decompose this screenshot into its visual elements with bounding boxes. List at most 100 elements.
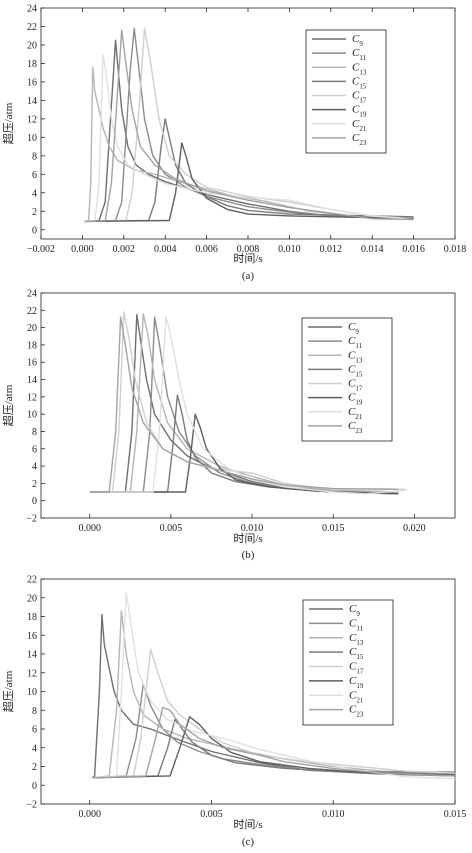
y-tick-label: 14 [27,650,37,661]
y-axis-title: 超压/atm [1,102,15,144]
x-tick-label: 0.008 [237,244,260,255]
y-tick-label: 20 [27,593,37,604]
x-tick-label: 0.014 [361,244,384,255]
x-tick-label: 0.002 [113,244,136,255]
y-tick-label: 0 [32,781,37,792]
panel-label: (c) [242,836,255,848]
y-tick-label: 16 [27,77,37,88]
y-tick-label: 4 [32,462,37,473]
y-tick-label: 4 [32,188,37,199]
y-tick-label: 8 [32,151,37,162]
x-tick-label: 0.005 [200,809,223,820]
y-tick-label: 6 [32,725,37,736]
y-tick-label: 14 [27,96,37,107]
series-line-c21 [84,53,414,223]
y-tick-label: 6 [32,170,37,181]
x-tick-label: 0.018 [444,244,467,255]
chart-panel-3: −2 0 2 4 6 8 10 12 14 16 18 20 22 0.000 0.005 0.010 0.01… [1,575,466,849]
panel-label: (b) [242,549,255,561]
series-line-c23 [84,29,414,223]
legend-label: C23 [348,420,363,435]
legend-label: C17 [349,661,364,676]
legend-label: C23 [349,704,364,719]
x-tick-label: 0.015 [322,523,345,534]
y-tick-label: −2 [26,514,37,525]
series-line-c21 [89,315,407,495]
series-line-c23 [89,316,399,493]
series-line-c19 [84,142,414,223]
series-line-c23 [92,706,455,779]
y-tick-label: 6 [32,444,37,455]
y-tick-label: 22 [27,575,37,586]
legend-label: C15 [352,75,367,90]
legend-label: C11 [348,335,363,350]
legend-label: C13 [349,632,364,647]
series-line-c13 [84,66,414,223]
series-line-c21 [92,592,455,780]
x-tick-label: 0.010 [278,244,301,255]
series-line-c13 [92,610,455,779]
y-tick-label: 12 [27,114,37,125]
legend-label: C13 [348,349,363,364]
x-tick-label: 0.010 [322,809,345,820]
x-tick-label: 0.015 [444,809,467,820]
legend-box [301,317,393,442]
series-line-c19 [89,413,399,495]
legend-label: C15 [349,646,364,661]
legend-label: C17 [348,378,363,393]
y-tick-label: 20 [27,40,37,51]
y-tick-label: 4 [32,743,37,754]
legend-label: C11 [349,617,364,632]
y-tick-label: −2 [26,800,37,811]
y-tick-label: 12 [27,392,37,403]
series-line-c19 [92,716,455,779]
x-tick-label: 0.000 [78,809,101,820]
y-tick-label: 0 [32,496,37,507]
series-group [84,27,414,223]
legend-label: C19 [349,675,364,690]
y-tick-label: 8 [32,706,37,717]
series-line-c9 [84,39,414,223]
legend-label: C13 [352,61,367,76]
legend-label: C21 [348,406,363,421]
x-tick-label: 0.004 [154,244,177,255]
x-tick-label: 0.016 [402,244,425,255]
x-tick-label: 0.000 [71,244,94,255]
legend-label: C9 [352,33,363,48]
y-tick-label: 10 [27,410,37,421]
y-tick-label: 16 [27,358,37,369]
y-tick-label: 16 [27,631,37,642]
y-tick-label: 22 [27,306,37,317]
y-tick-label: 18 [27,340,37,351]
y-tick-label: 20 [27,323,37,334]
y-tick-label: 2 [32,762,37,773]
y-tick-label: 10 [27,687,37,698]
series-line-c17 [92,648,455,779]
legend-box [305,29,387,154]
legend-label: C11 [352,47,367,62]
y-tick-label: 24 [27,289,37,300]
legend-label: C19 [348,392,363,407]
legend-label: C21 [352,118,367,133]
series-group [91,592,455,780]
x-axis-title: 时间/s [233,532,262,545]
legend-label: C15 [348,363,363,378]
x-tick-label: 0.020 [403,523,426,534]
legend-label: C9 [348,321,359,336]
panel-label: (a) [242,270,255,282]
x-tick-label: 0.006 [195,244,218,255]
y-tick-label: 12 [27,668,37,679]
y-axis-title: 超压/atm [1,670,15,712]
y-tick-label: 2 [32,479,37,490]
y-tick-label: 14 [27,375,37,386]
y-tick-label: 10 [27,133,37,144]
legend-label: C9 [349,603,360,618]
legend-label: C23 [352,132,367,147]
y-tick-label: 8 [32,427,37,438]
series-line-c9 [91,613,455,779]
